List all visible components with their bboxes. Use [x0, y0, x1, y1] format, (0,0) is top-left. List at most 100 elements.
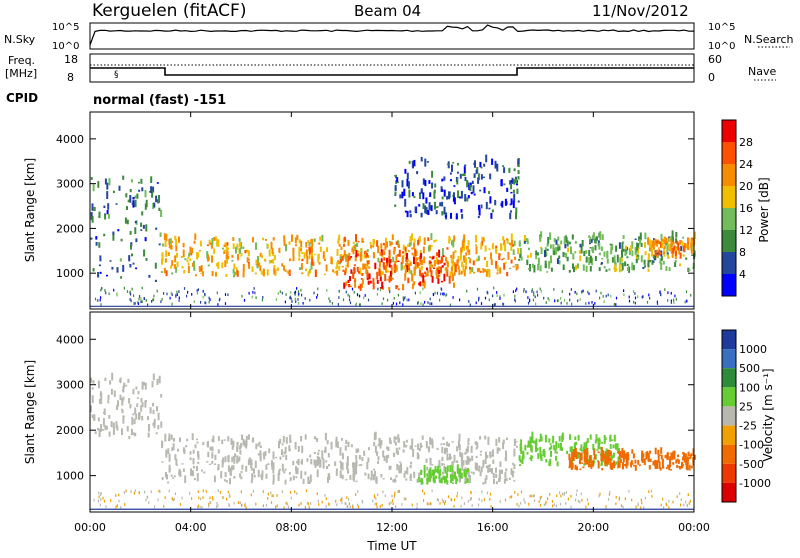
echo-cell [229, 467, 232, 475]
echo-cell [377, 444, 380, 447]
echo-cell [668, 506, 670, 509]
echo-cell [325, 497, 327, 500]
echo-cell [112, 422, 115, 428]
echo-cell [480, 204, 483, 209]
echo-cell [650, 489, 652, 493]
echo-cell [457, 171, 459, 174]
echo-cell [119, 258, 122, 262]
colorbar-swatch [722, 349, 736, 369]
echo-cell [138, 297, 140, 301]
echo-cell [564, 235, 567, 243]
echo-cell [682, 236, 685, 239]
echo-cell [582, 264, 585, 271]
echo-cell [341, 452, 344, 460]
echo-cell [240, 443, 243, 448]
echo-cell [486, 455, 489, 459]
echo-cell [515, 440, 518, 443]
echo-cell [674, 255, 677, 258]
echo-cell [661, 240, 664, 249]
echo-cell [409, 465, 412, 469]
echo-cell [307, 271, 310, 277]
echo-cell [348, 295, 351, 298]
echo-cell [429, 192, 432, 197]
echo-cell [677, 459, 680, 462]
echo-cell [566, 450, 569, 455]
echo-cell [340, 498, 342, 502]
echo-cell [339, 260, 341, 265]
echo-cell [659, 454, 662, 456]
echo-cell [357, 490, 359, 493]
echo-cell [426, 161, 429, 163]
echo-cell [132, 388, 135, 395]
echo-cell [669, 456, 672, 460]
echo-cell [321, 500, 323, 504]
echo-cell [644, 242, 646, 248]
echo-cell [424, 205, 427, 214]
echo-cell [401, 256, 404, 264]
station-title: Kerguelen (fitACF) [92, 1, 246, 21]
echo-cell [599, 492, 601, 496]
echo-cell [435, 475, 437, 479]
echo-cell [301, 445, 304, 454]
echo-cell [616, 254, 619, 263]
echo-cell [167, 252, 170, 256]
echo-cell [236, 455, 239, 464]
echo-cell [308, 254, 311, 260]
echo-cell [196, 289, 198, 292]
echo-cell [136, 193, 139, 199]
echo-cell [283, 239, 286, 246]
echo-cell [379, 442, 382, 449]
echo-cell [430, 205, 433, 212]
echo-cell [556, 258, 559, 264]
echo-cell [496, 163, 499, 172]
echo-cell [370, 477, 373, 480]
echo-cell [360, 464, 363, 466]
velocity-panel-frame [89, 311, 695, 513]
echo-cell [535, 444, 537, 452]
echo-cell [165, 250, 168, 257]
echo-cell [319, 246, 322, 252]
echo-cell [154, 505, 156, 509]
echo-cell [402, 251, 404, 254]
echo-cell [685, 456, 688, 461]
echo-cell [586, 498, 588, 502]
echo-cell [148, 501, 150, 504]
echo-cell [252, 489, 254, 493]
echo-cell [618, 447, 620, 453]
echo-cell [504, 472, 507, 479]
echo-cell [204, 292, 206, 296]
echo-cell [607, 453, 609, 460]
echo-cell [140, 300, 142, 304]
echo-cell [337, 238, 340, 244]
echo-cell [513, 464, 516, 470]
echo-cell [420, 470, 423, 474]
echo-cell [426, 473, 429, 477]
echo-cell [122, 389, 125, 392]
echo-cell [275, 456, 278, 459]
echo-cell [642, 453, 645, 458]
echo-cell [413, 281, 416, 286]
echo-cell [272, 494, 274, 498]
echo-cell [514, 491, 516, 494]
echo-cell [589, 456, 592, 461]
echo-cell [586, 451, 589, 458]
echo-cell [603, 300, 605, 303]
echo-cell [419, 260, 422, 265]
echo-cell [368, 447, 370, 451]
echo-cell [437, 465, 440, 474]
echo-cell [346, 254, 349, 259]
echo-cell [170, 265, 172, 269]
echo-cell [160, 271, 163, 273]
echo-cell [167, 438, 170, 442]
echo-cell [462, 173, 464, 177]
echo-cell [461, 261, 464, 268]
echo-cell [492, 459, 495, 464]
echo-cell [236, 447, 239, 452]
echo-cell [360, 278, 363, 280]
echo-cell [431, 182, 434, 189]
echo-cell [273, 268, 276, 275]
echo-cell [595, 289, 597, 293]
echo-cell [618, 264, 621, 273]
echo-cell [581, 290, 583, 294]
echo-cell [236, 243, 239, 250]
